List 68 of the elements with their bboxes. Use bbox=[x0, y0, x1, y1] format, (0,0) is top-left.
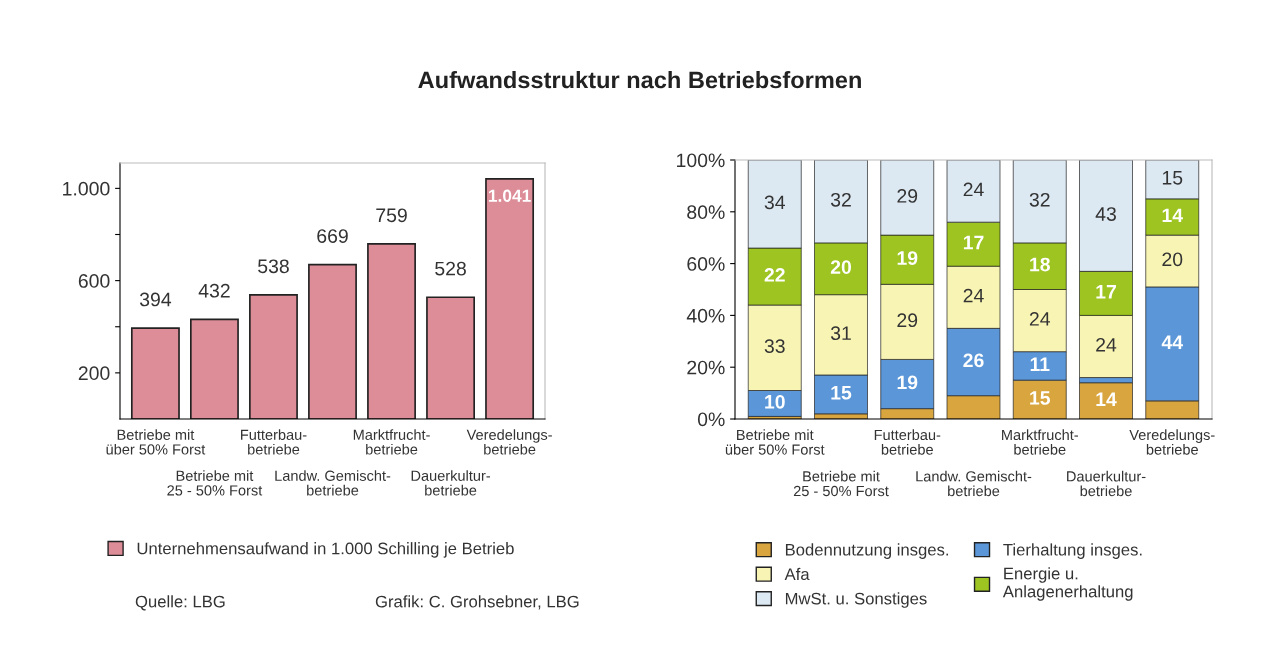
data-label: 18 bbox=[1030, 257, 1050, 272]
legend-label: MwSt. u. Sonstiges bbox=[785, 592, 927, 608]
x-tick-label: Veredelungs- betriebe bbox=[1129, 429, 1215, 455]
y-tick-label: 1.000 bbox=[63, 181, 110, 196]
x-tick-label: Landw. Gemischt- betriebe bbox=[916, 470, 1032, 497]
data-label: 19 bbox=[897, 251, 918, 265]
data-label: 24 bbox=[1096, 337, 1117, 352]
y-tick-label: 20% bbox=[687, 360, 725, 375]
data-label: 22 bbox=[764, 268, 785, 282]
legend-label: Afa bbox=[784, 567, 810, 581]
legend-label: Bodennutzung insges. bbox=[785, 543, 949, 559]
data-label: 17 bbox=[1096, 285, 1116, 299]
text: Grafik: C. Grohsebner, LBG bbox=[375, 595, 579, 610]
data-label: 1.041 bbox=[488, 189, 531, 202]
data-label: 32 bbox=[830, 192, 851, 207]
y-tick-label: 80% bbox=[687, 205, 725, 220]
data-label: 759 bbox=[376, 208, 407, 223]
data-label: 43 bbox=[1095, 207, 1116, 221]
x-tick-label: Marktfrucht- betriebe bbox=[353, 429, 430, 455]
x-tick-label: Veredelungs- betriebe bbox=[466, 429, 552, 455]
data-label: 26 bbox=[963, 353, 984, 368]
data-label: 15 bbox=[1162, 171, 1183, 185]
x-tick-label: Betriebe mit 25 - 50% Forst bbox=[167, 470, 263, 496]
data-label: 538 bbox=[258, 259, 289, 274]
data-label: 20 bbox=[1162, 252, 1183, 267]
data-label: 24 bbox=[1029, 312, 1050, 326]
x-tick-label: Dauerkultur- betriebe bbox=[1067, 470, 1146, 497]
y-tick-label: 100% bbox=[677, 153, 725, 168]
y-tick-label: 600 bbox=[78, 274, 110, 288]
x-tick-label: Landw. Gemischt- betriebe bbox=[275, 470, 391, 496]
x-tick-label: Marktfrucht- betriebe bbox=[1002, 429, 1078, 455]
text: Aufwandsstruktur nach Betriebsformen bbox=[418, 71, 861, 89]
x-tick-label: Futterbau- betriebe bbox=[874, 429, 941, 455]
y-tick-label: 60% bbox=[687, 257, 725, 271]
legend-label: Unternehmensaufwand in 1.000 Schilling je Betrieb bbox=[137, 542, 514, 558]
legend-label: Energie u. Anlagenerhaltung bbox=[1002, 567, 1133, 601]
data-label: 24 bbox=[963, 288, 984, 303]
data-label: 44 bbox=[1161, 335, 1183, 349]
y-tick-label: 200 bbox=[78, 366, 110, 381]
data-label: 10 bbox=[765, 394, 785, 409]
data-label: 34 bbox=[764, 195, 785, 210]
data-label: 11 bbox=[1030, 357, 1050, 371]
data-label: 32 bbox=[1029, 192, 1050, 207]
x-tick-label: Dauerkultur- betriebe bbox=[411, 470, 491, 496]
data-label: 669 bbox=[317, 229, 348, 243]
x-tick-label: Betriebe mit 25 - 50% Forst bbox=[793, 470, 889, 497]
data-label: 15 bbox=[1030, 391, 1051, 405]
source-note: Quelle: LBG bbox=[135, 595, 225, 611]
x-tick-label: Betriebe mit über 50% Forst bbox=[725, 429, 825, 455]
data-label: 20 bbox=[830, 260, 852, 274]
data-label: 432 bbox=[198, 283, 230, 298]
x-tick-label: Betriebe mit über 50% Forst bbox=[106, 429, 206, 455]
data-label: 29 bbox=[897, 189, 918, 203]
x-tick-label: Futterbau- betriebe bbox=[241, 429, 307, 455]
data-label: 29 bbox=[897, 313, 918, 328]
y-tick-label: 0% bbox=[697, 412, 725, 427]
data-label: 14 bbox=[1096, 392, 1117, 406]
data-label: 33 bbox=[764, 339, 785, 353]
data-label: 15 bbox=[831, 386, 852, 400]
data-label: 17 bbox=[963, 235, 984, 250]
data-label: 19 bbox=[897, 375, 918, 390]
y-tick-label: 40% bbox=[686, 308, 725, 323]
legend-label: Tierhaltung insges. bbox=[1003, 543, 1142, 559]
data-label: 31 bbox=[830, 326, 851, 341]
data-label: 394 bbox=[139, 292, 172, 307]
data-label: 528 bbox=[435, 261, 466, 276]
data-label: 24 bbox=[963, 182, 984, 197]
data-label: 14 bbox=[1162, 208, 1183, 223]
